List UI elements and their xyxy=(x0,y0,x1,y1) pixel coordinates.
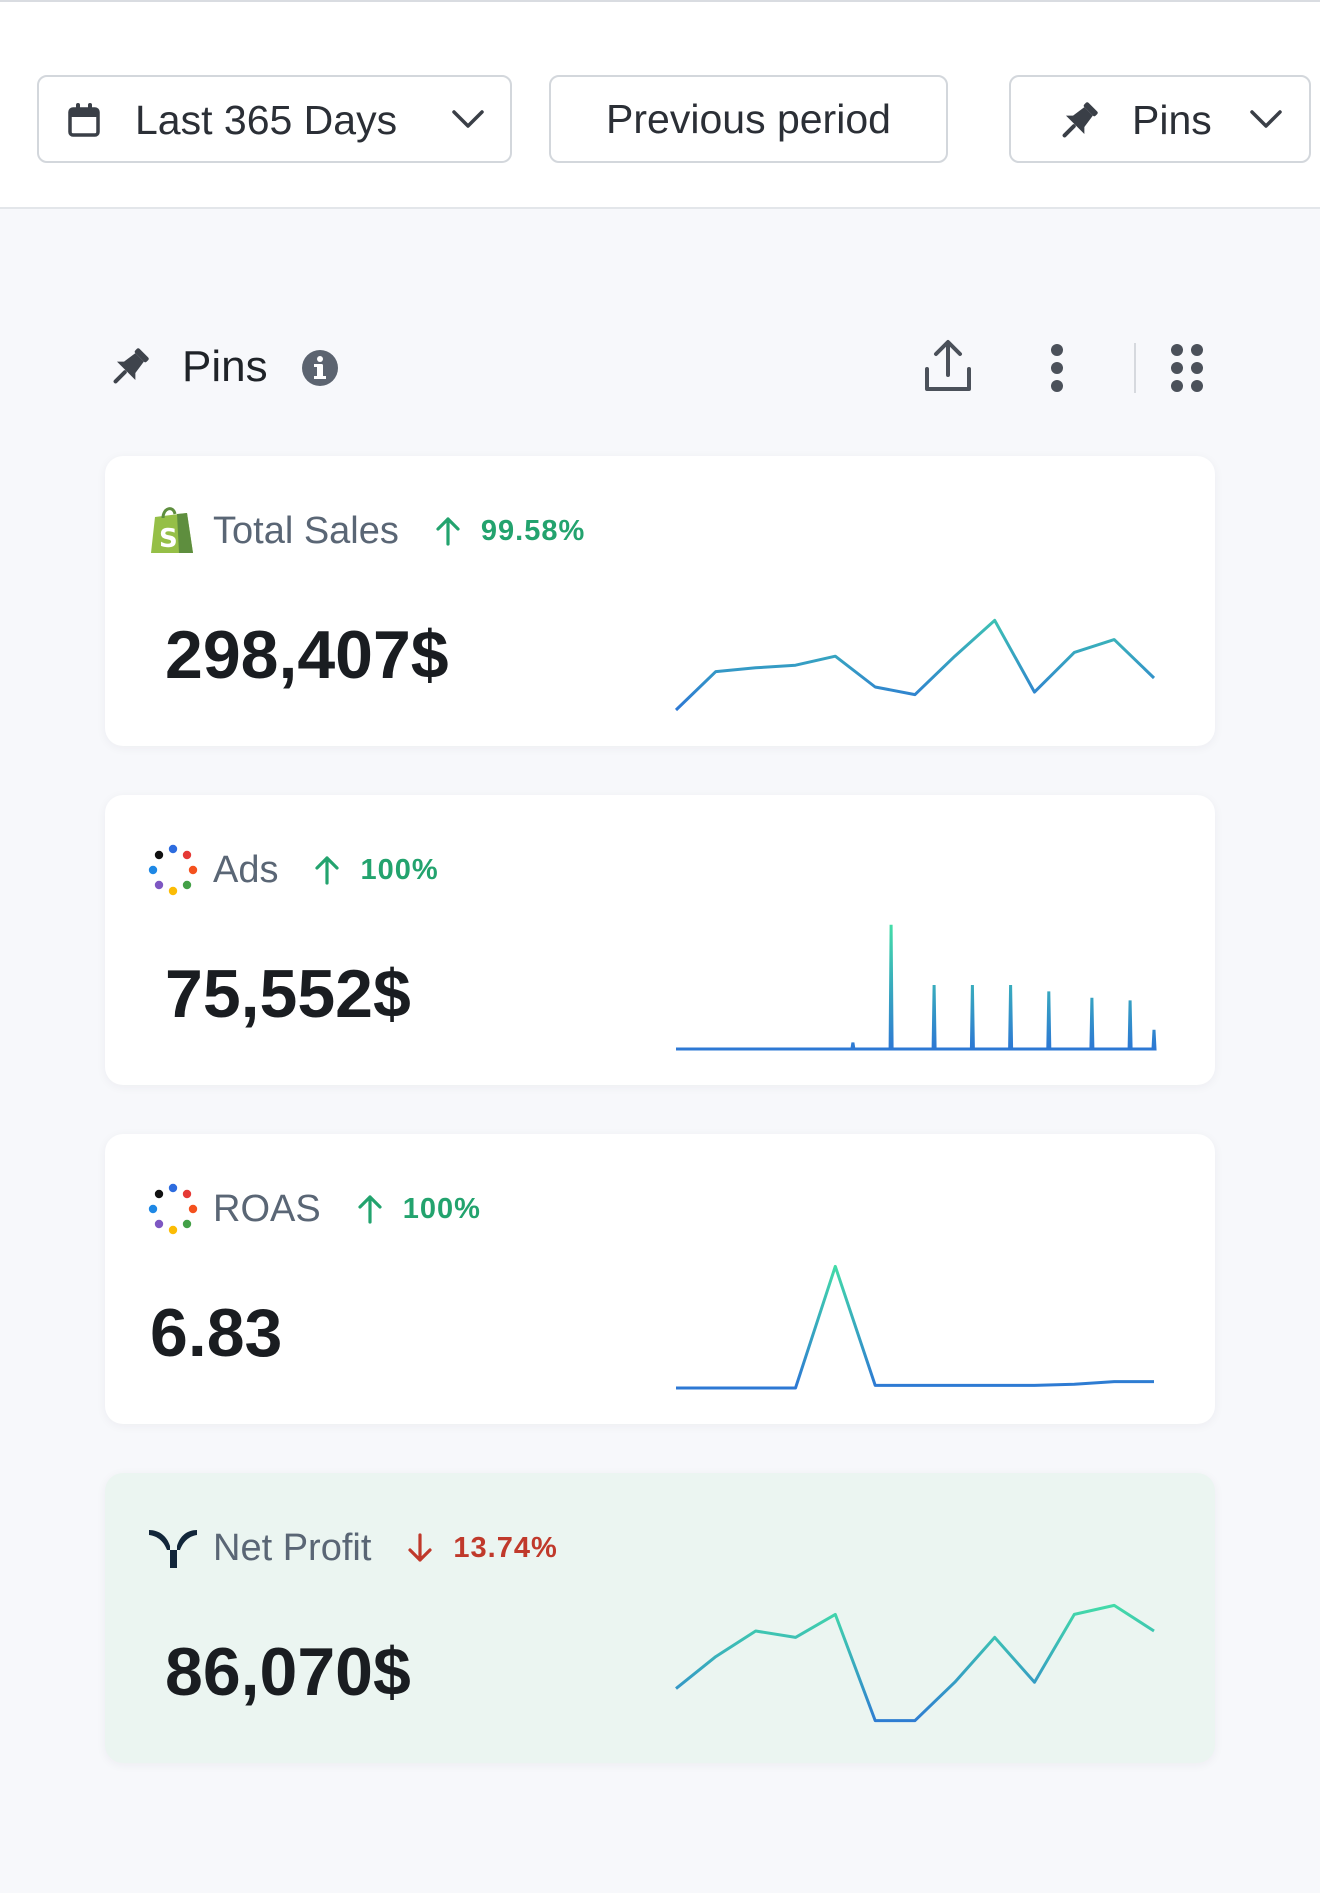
more-options-icon[interactable] xyxy=(1048,343,1066,393)
sparkline-series xyxy=(674,618,1156,712)
metric-card-total-sales[interactable]: S Total Sales 99.58% 298,407$ xyxy=(105,456,1215,746)
brand-logo-icon xyxy=(147,1522,199,1574)
sparkline-series xyxy=(676,924,1157,1051)
arrow-up-icon xyxy=(358,1195,382,1224)
metric-value: 86,070$ xyxy=(165,1634,411,1710)
metric-card-net-profit[interactable]: Net Profit 13.74% 86,070$ xyxy=(105,1473,1215,1763)
top-toolbar: Last 365 Days Previous period Pins xyxy=(0,0,1320,209)
section-title: Pins xyxy=(182,342,268,391)
metric-label: Total Sales xyxy=(213,509,399,552)
compare-period-button[interactable]: Previous period xyxy=(549,75,948,163)
chevron-down-icon xyxy=(1250,110,1282,128)
ads-dots-icon xyxy=(147,844,199,896)
arrow-up-icon xyxy=(315,856,340,885)
shopify-icon: S xyxy=(147,505,199,557)
chevron-down-icon xyxy=(452,110,484,128)
metric-label: Ads xyxy=(213,848,279,891)
metric-card-ads[interactable]: Ads 100% 75,552$ xyxy=(105,795,1215,1085)
sparkline-chart xyxy=(676,924,1157,1051)
metric-change: 99.58% xyxy=(480,514,586,547)
ads-dots-icon xyxy=(147,1183,199,1235)
info-icon[interactable] xyxy=(300,348,340,388)
metric-value: 6.83 xyxy=(150,1295,283,1371)
metric-change: 13.74% xyxy=(453,1531,558,1564)
compare-period-label: Previous period xyxy=(606,95,891,142)
drag-handle-icon[interactable] xyxy=(1170,343,1204,393)
metric-value: 75,552$ xyxy=(165,956,411,1032)
sparkline-series xyxy=(676,1264,1154,1390)
sparkline-chart xyxy=(676,1264,1154,1390)
metric-label: ROAS xyxy=(213,1187,321,1230)
svg-text:S: S xyxy=(159,524,178,554)
metric-change: 100% xyxy=(402,1192,481,1225)
export-icon[interactable] xyxy=(922,339,974,395)
metric-value: 298,407$ xyxy=(165,617,449,693)
pins-section-header: Pins xyxy=(104,335,1214,405)
metric-card-roas[interactable]: ROAS 100% 6.83 xyxy=(105,1134,1215,1424)
sparkline-chart xyxy=(674,618,1156,712)
metric-label: Net Profit xyxy=(213,1526,372,1569)
divider xyxy=(1134,343,1136,393)
arrow-down-icon xyxy=(408,1533,432,1562)
arrow-up-icon xyxy=(436,517,460,546)
pin-icon xyxy=(113,348,149,384)
sparkline-series xyxy=(675,1603,1155,1723)
pins-label: Pins xyxy=(1132,97,1212,143)
date-range-dropdown[interactable]: Last 365 Days xyxy=(37,75,512,163)
date-range-label: Last 365 Days xyxy=(135,97,398,143)
metric-change: 100% xyxy=(360,853,439,886)
pins-dropdown[interactable]: Pins xyxy=(1009,75,1311,163)
pin-icon xyxy=(1062,102,1098,138)
calendar-icon xyxy=(68,103,100,137)
sparkline-chart xyxy=(675,1603,1155,1723)
